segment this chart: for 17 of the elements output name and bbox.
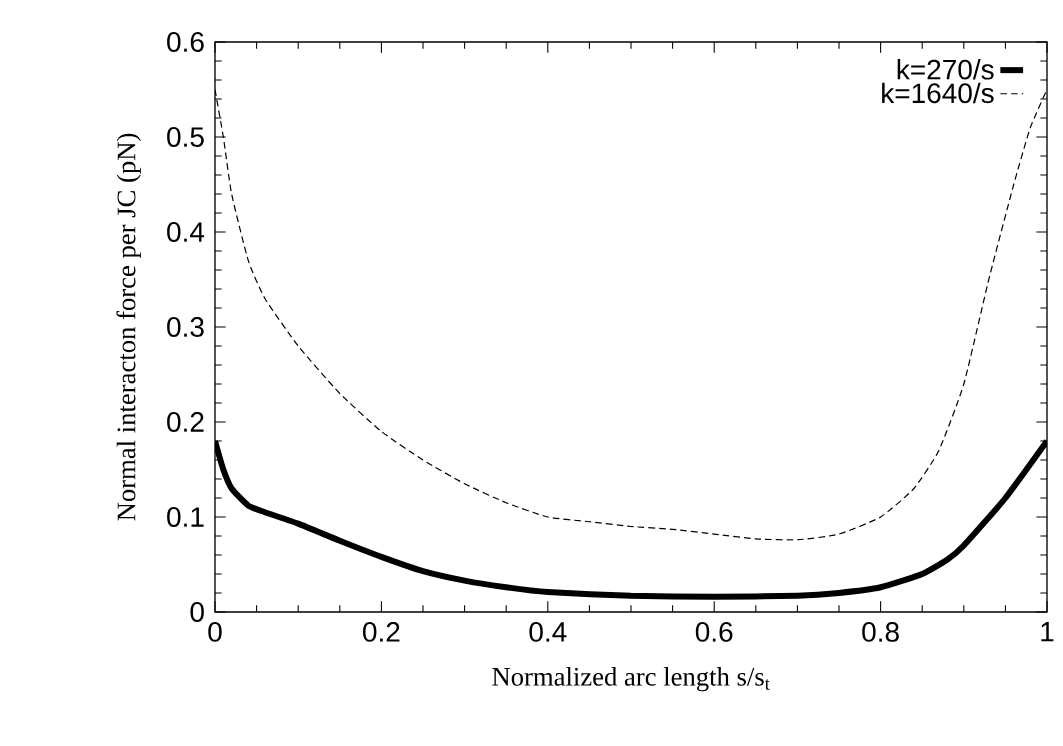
y-tick-label: 0.3 <box>167 317 204 337</box>
y-axis-title: Normal interacton force per JC (pN) <box>116 133 141 521</box>
x-tick-label: 1 <box>1041 622 1054 642</box>
y-tick-label: 0.4 <box>167 222 205 242</box>
x-tick-label: 0.8 <box>862 622 899 642</box>
legend-label: k=1640/s <box>882 82 994 104</box>
x-tick-label: 0.2 <box>363 622 400 642</box>
x-tick-label: 0.4 <box>529 622 567 642</box>
x-tick-label: 0.6 <box>695 622 733 642</box>
y-tick-label: 0 <box>190 602 204 622</box>
x-axis-title: Normalized arc length s/s$_{t}$ <box>492 667 770 692</box>
y-tick-label: 0.1 <box>167 507 204 527</box>
y-tick-label: 0.2 <box>167 412 204 432</box>
legend-label: k=270/s <box>897 59 994 80</box>
y-tick-label: 0.5 <box>167 127 204 147</box>
y-tick-label: 0.6 <box>167 32 204 52</box>
x-tick-label: 0 <box>208 622 222 642</box>
